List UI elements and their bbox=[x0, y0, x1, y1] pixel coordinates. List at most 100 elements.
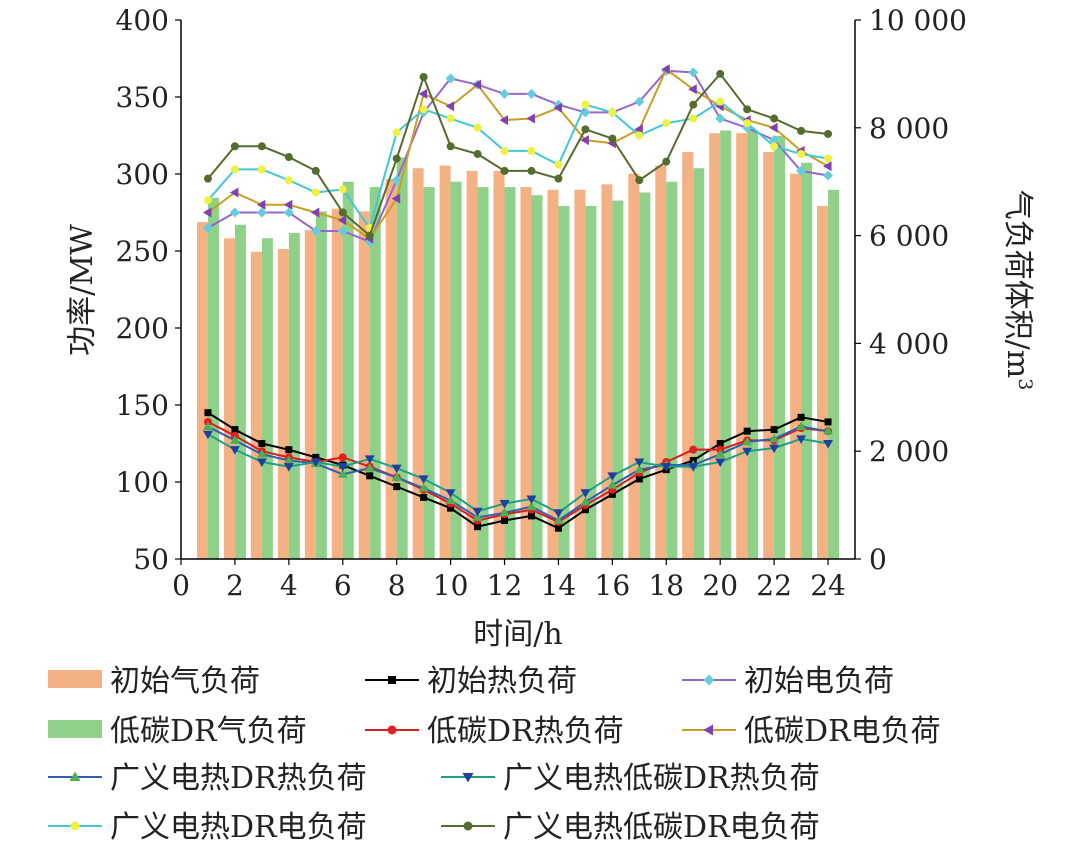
series-2-point-1 bbox=[202, 222, 213, 233]
bar-1-24 bbox=[828, 189, 840, 559]
bar-0-24 bbox=[817, 205, 829, 559]
bar-0-12 bbox=[493, 170, 505, 560]
series-7-point-13 bbox=[527, 146, 536, 155]
series-line-6 bbox=[207, 433, 829, 514]
y-left-tick-label-400: 400 bbox=[116, 4, 169, 37]
y-right-tick-label-0: 0 bbox=[869, 543, 887, 576]
bar-0-18 bbox=[655, 165, 667, 559]
y-left-tick-label-250: 250 bbox=[116, 235, 169, 268]
x-tick-label-24: 24 bbox=[810, 569, 846, 602]
series-7-point-11 bbox=[473, 123, 482, 132]
series-line-5 bbox=[207, 425, 829, 522]
bar-0-21 bbox=[736, 133, 748, 559]
series-6-point-8 bbox=[391, 464, 402, 474]
series-1-point-9 bbox=[420, 493, 428, 501]
series-7-point-12 bbox=[500, 146, 509, 155]
bar-1-1 bbox=[207, 197, 219, 559]
legend-item-3: 初始电负荷 bbox=[682, 664, 894, 699]
series-4-point-13 bbox=[526, 113, 535, 124]
series-1-point-13 bbox=[527, 512, 535, 520]
y-left-tick-label-50: 50 bbox=[133, 543, 169, 576]
series-8-point-20 bbox=[716, 69, 725, 78]
series-8-point-21 bbox=[743, 105, 752, 114]
x-tick-label-6: 6 bbox=[334, 569, 352, 602]
series-1-point-15 bbox=[581, 506, 589, 514]
series-3-point-6 bbox=[338, 453, 347, 462]
series-7-point-16 bbox=[608, 108, 617, 117]
legend-label-9: 广义电热DR电负荷 bbox=[110, 810, 367, 845]
series-7-point-5 bbox=[311, 188, 320, 197]
bar-1-9 bbox=[423, 187, 435, 559]
series-1-point-1 bbox=[204, 409, 212, 417]
bar-1-10 bbox=[450, 181, 462, 559]
series-4-point-8 bbox=[391, 193, 401, 204]
series-2-point-17 bbox=[634, 96, 645, 107]
series-5-point-12 bbox=[499, 507, 510, 517]
x-tick-label-18: 18 bbox=[648, 569, 684, 602]
legend-label-5: 低碳DR热负荷 bbox=[427, 714, 624, 749]
series-4-point-4 bbox=[283, 199, 293, 210]
series-7-point-10 bbox=[446, 114, 455, 123]
series-1-point-5 bbox=[312, 453, 320, 461]
series-8-point-2 bbox=[230, 142, 239, 151]
bar-0-5 bbox=[304, 230, 316, 559]
series-7-point-6 bbox=[338, 185, 347, 194]
y-right-tick-label-4000: 4 000 bbox=[869, 327, 949, 360]
x-tick-label-4: 4 bbox=[280, 569, 298, 602]
series-1-point-21 bbox=[743, 427, 751, 435]
series-7-point-17 bbox=[635, 131, 644, 140]
bar-1-18 bbox=[666, 181, 678, 559]
bar-0-6 bbox=[331, 208, 343, 559]
series-1-point-14 bbox=[554, 524, 562, 532]
series-line-3 bbox=[207, 421, 829, 524]
series-6-point-14 bbox=[553, 509, 564, 518]
bar-0-7 bbox=[358, 211, 370, 559]
bar-0-19 bbox=[682, 152, 694, 559]
series-5-point-4 bbox=[283, 455, 294, 464]
bar-1-15 bbox=[585, 205, 597, 559]
series-4-point-12 bbox=[499, 115, 509, 126]
series-6-point-1 bbox=[202, 430, 213, 440]
legend-label-7: 广义电热DR热负荷 bbox=[110, 761, 367, 796]
legend-item-7: 广义电热DR热负荷 bbox=[48, 761, 367, 796]
y-axis-left-label: 功率/MW bbox=[65, 224, 100, 356]
series-6-point-15 bbox=[580, 489, 591, 498]
series-2-point-20 bbox=[715, 113, 726, 124]
series-6-point-13 bbox=[526, 495, 537, 504]
axes-layer: 0 2 4 6 8 10 12 14 16 18 20 22 245010015020025030035… bbox=[116, 4, 967, 602]
series-8-point-4 bbox=[284, 153, 293, 162]
series-5-point-22 bbox=[769, 433, 780, 443]
series-1-point-20 bbox=[716, 440, 724, 447]
y-right-tick-label-6000: 6 000 bbox=[869, 220, 949, 253]
series-2-point-4 bbox=[283, 207, 294, 218]
bar-0-4 bbox=[277, 249, 289, 559]
y-axis-right-label-superscript: 3 bbox=[1014, 378, 1036, 390]
y-left-tick-label-300: 300 bbox=[116, 158, 169, 191]
series-4-point-6 bbox=[337, 215, 347, 226]
series-5-point-6 bbox=[337, 469, 348, 478]
series-2-point-12 bbox=[499, 88, 510, 99]
legend-marker-5 bbox=[387, 725, 397, 735]
series-4-point-11 bbox=[472, 79, 482, 90]
series-2-point-3 bbox=[256, 207, 267, 218]
series-4-point-24 bbox=[823, 161, 832, 172]
series-6-point-19 bbox=[688, 463, 699, 472]
bar-1-6 bbox=[342, 181, 354, 559]
legend-swatch-4 bbox=[48, 720, 102, 738]
series-8-point-23 bbox=[797, 126, 806, 135]
series-5-point-11 bbox=[472, 512, 483, 521]
bar-0-17 bbox=[628, 173, 640, 560]
bar-0-3 bbox=[250, 251, 262, 559]
bar-1-23 bbox=[801, 162, 813, 559]
y-axis-right-label-text: 气负荷体积/m bbox=[1000, 190, 1035, 379]
x-tick-label-16: 16 bbox=[595, 569, 631, 602]
series-2-point-22 bbox=[769, 135, 780, 146]
series-2-point-13 bbox=[526, 88, 537, 99]
series-8 bbox=[203, 69, 833, 240]
legend-label-1: 初始气负荷 bbox=[110, 664, 260, 699]
series-4-point-9 bbox=[418, 88, 428, 99]
x-axis-label: 时间/h bbox=[473, 617, 562, 652]
series-8-point-18 bbox=[662, 157, 671, 166]
series-6-point-10 bbox=[445, 489, 456, 498]
